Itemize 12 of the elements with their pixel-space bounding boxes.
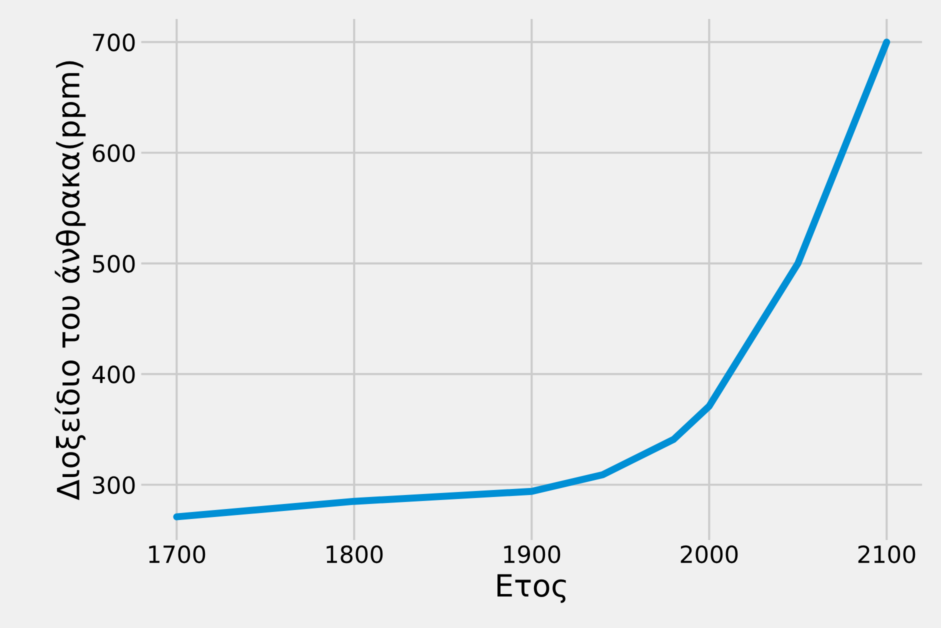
x-tick-label: 2100	[858, 545, 916, 564]
y-tick-label: 300	[93, 476, 135, 494]
y-axis-title: Διοξείδιο του άνθρακα(ppm)	[54, 61, 86, 500]
y-tick-label: 400	[92, 366, 135, 384]
x-tick-label: 2000	[680, 545, 738, 564]
y-tick-label: 700	[93, 34, 135, 52]
y-tick-label: 500	[93, 254, 135, 273]
x-tick-label: 1700	[149, 545, 206, 564]
x-tick-label: 1900	[504, 545, 560, 564]
y-tick-label: 600	[92, 144, 135, 162]
x-tick-label: 1800	[326, 545, 383, 564]
x-axis-title: Ετος	[498, 574, 566, 603]
